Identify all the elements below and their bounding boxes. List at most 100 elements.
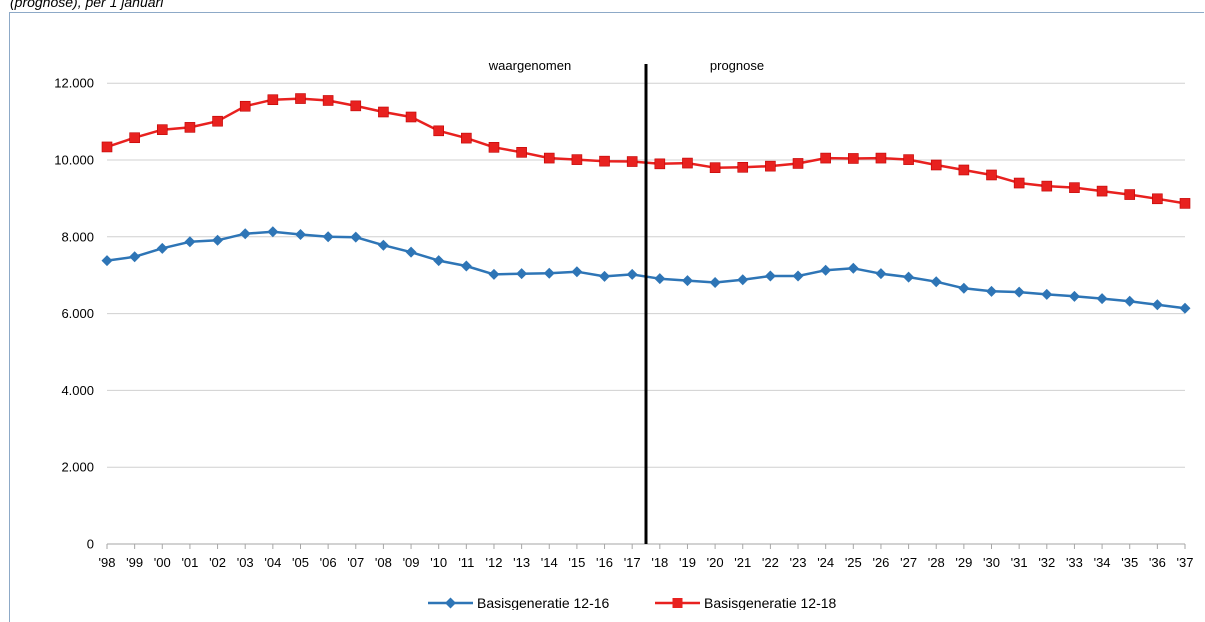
data-point [184, 236, 196, 248]
data-point [461, 132, 472, 144]
data-point [1013, 286, 1025, 298]
y-tick-label: 8.000 [61, 229, 94, 244]
data-point [682, 157, 693, 169]
x-tick-label: '25 [845, 555, 862, 570]
data-point [377, 239, 389, 251]
x-tick-label: '15 [568, 555, 585, 570]
y-tick-label: 0 [87, 537, 94, 552]
x-tick-label: '02 [209, 555, 226, 570]
data-point [267, 94, 279, 106]
data-point [958, 164, 970, 176]
data-point [765, 160, 776, 172]
x-tick-label: '03 [237, 555, 254, 570]
x-tick-label: '19 [679, 555, 696, 570]
x-tick-label: '27 [900, 555, 917, 570]
annotation-observed: waargenomen [488, 58, 571, 73]
data-point [322, 95, 334, 106]
data-point [1096, 185, 1108, 197]
data-point [958, 282, 970, 294]
data-point [405, 246, 417, 258]
y-tick-label: 12.000 [54, 76, 94, 91]
data-point [488, 142, 500, 153]
data-point [294, 228, 306, 240]
x-tick-label: '00 [154, 555, 171, 570]
x-tick-label: '34 [1094, 555, 1111, 570]
data-point [1096, 293, 1108, 305]
x-tick-label: '22 [762, 555, 779, 570]
data-point [737, 161, 749, 173]
chart-frame [9, 12, 1204, 622]
x-tick-label: '04 [264, 555, 281, 570]
data-point [903, 154, 914, 165]
data-point [1124, 189, 1136, 200]
x-tick-label: '24 [817, 555, 834, 570]
y-tick-label: 4.000 [61, 383, 94, 398]
data-point [460, 260, 472, 272]
x-axis: '98 '99 '00 '01 '02 '03 '04 '05 '06 '07 '08 '09 '10 '… [99, 544, 1194, 570]
data-point [792, 158, 804, 169]
data-point [350, 100, 362, 112]
data-point [129, 132, 140, 144]
data-point [930, 276, 942, 288]
data-point [571, 266, 583, 278]
data-point [156, 124, 168, 135]
x-tick-label: '12 [485, 555, 502, 570]
x-tick-label: '20 [707, 555, 724, 570]
legend-label: Basisgeneratie 12-18 [704, 595, 837, 610]
legend-marker [672, 598, 683, 608]
data-point [764, 270, 776, 282]
data-point [1013, 177, 1025, 189]
data-point [378, 106, 389, 118]
series-group [101, 93, 1191, 314]
data-point [626, 268, 638, 280]
x-tick-label: '08 [375, 555, 392, 570]
data-point [820, 152, 831, 164]
chart-caption: (prognose), per 1 januari [10, 0, 164, 10]
x-tick-label: '28 [928, 555, 945, 570]
data-point [654, 158, 666, 170]
data-point [930, 159, 942, 171]
data-point [433, 255, 445, 267]
x-tick-label: '35 [1121, 555, 1138, 570]
x-tick-label: '18 [651, 555, 668, 570]
y-axis: 0 2.000 4.000 6.000 8.000 10.000 12.000 [54, 76, 94, 552]
data-point [1124, 295, 1136, 307]
data-point [239, 228, 251, 240]
data-point [654, 273, 666, 285]
data-point [986, 285, 998, 297]
x-tick-label: '06 [320, 555, 337, 570]
x-tick-label: '98 [99, 555, 116, 570]
data-point [1041, 180, 1053, 192]
x-tick-label: '31 [1011, 555, 1028, 570]
x-tick-label: '01 [181, 555, 198, 570]
data-point [820, 264, 832, 276]
data-point [129, 251, 141, 263]
x-tick-label: '13 [513, 555, 530, 570]
data-point [903, 271, 915, 283]
x-tick-label: '33 [1066, 555, 1083, 570]
x-tick-label: '30 [983, 555, 1000, 570]
data-point [543, 267, 555, 279]
data-point [599, 155, 610, 167]
x-tick-label: '37 [1177, 555, 1194, 570]
data-point [571, 154, 583, 165]
data-point [295, 93, 306, 104]
data-point [543, 152, 555, 164]
x-tick-label: '11 [458, 555, 474, 570]
data-point [709, 162, 721, 173]
data-point [1151, 299, 1163, 311]
data-point [599, 270, 611, 282]
x-tick-label: '14 [541, 555, 558, 570]
data-point [1069, 182, 1080, 193]
data-point [212, 115, 223, 127]
data-point [1068, 290, 1080, 302]
data-point [986, 169, 997, 181]
data-point [433, 125, 444, 137]
y-tick-label: 6.000 [61, 306, 94, 321]
x-tick-label: '29 [955, 555, 972, 570]
data-point [875, 152, 887, 164]
x-tick-label: '07 [347, 555, 364, 570]
data-point [212, 234, 224, 246]
legend-marker [445, 597, 456, 609]
x-tick-label: '17 [624, 555, 641, 570]
